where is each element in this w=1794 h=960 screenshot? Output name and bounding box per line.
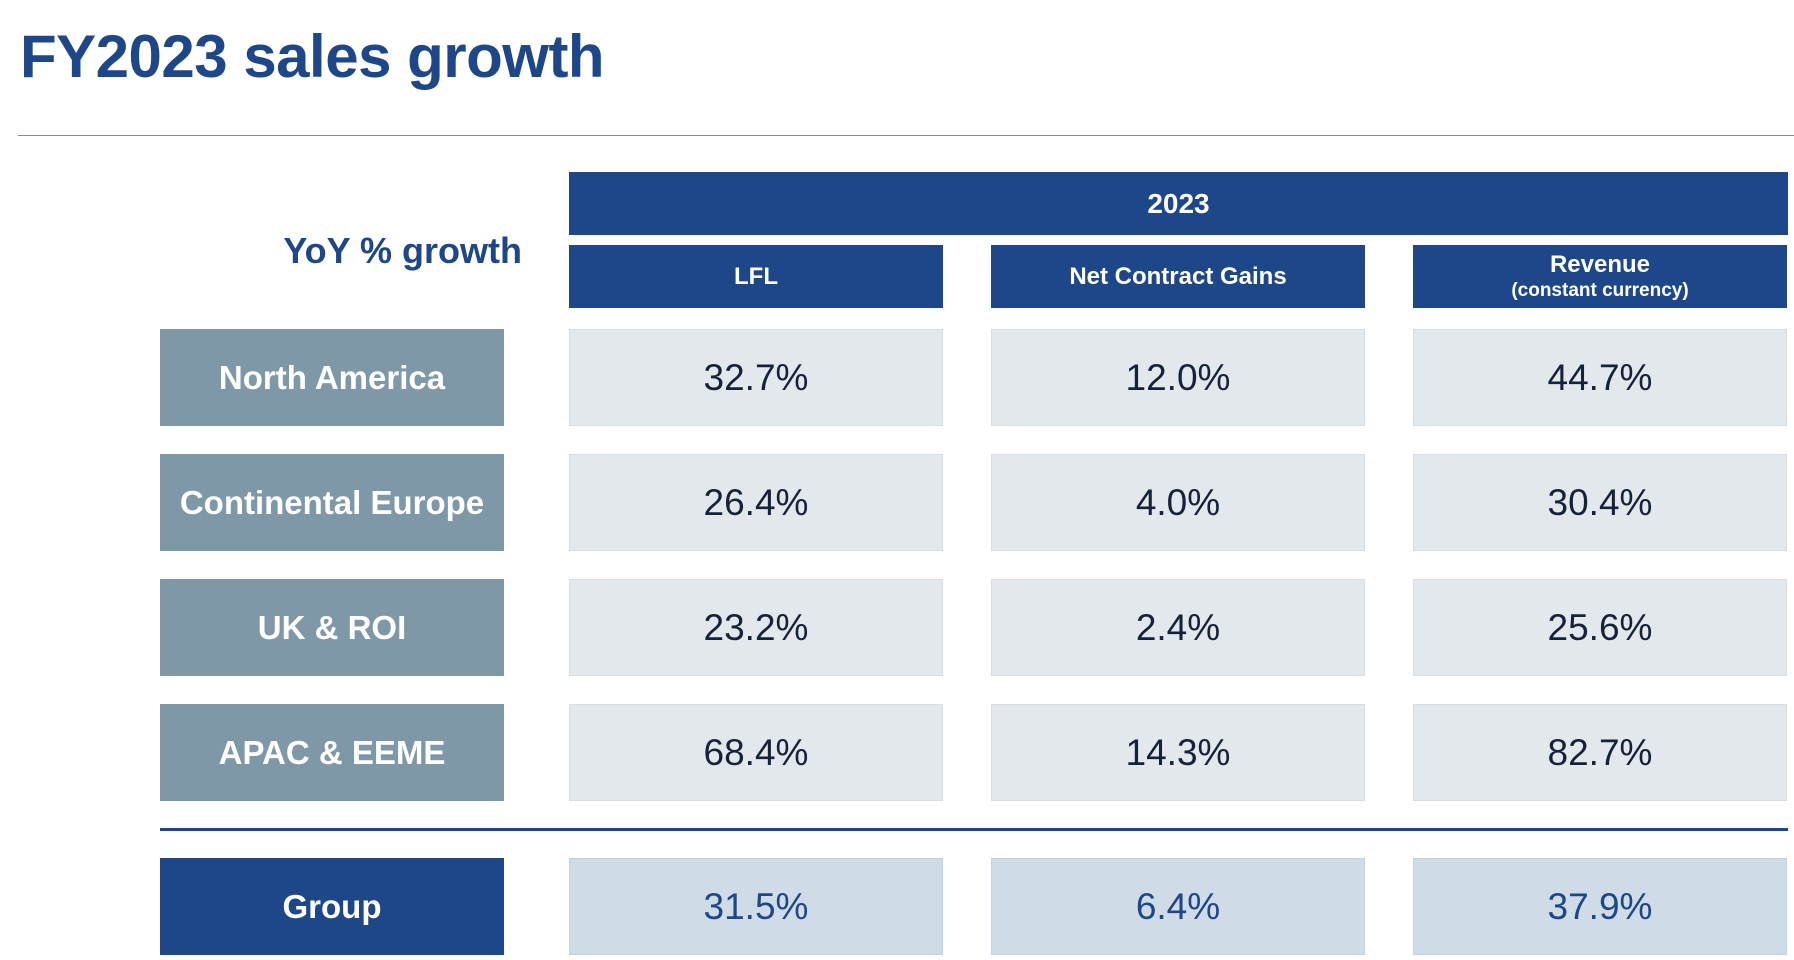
column-header-1: LFL: [569, 245, 943, 308]
column-group-header: 2023: [569, 172, 1788, 235]
table-cell: 30.4%: [1413, 454, 1787, 551]
table-cell: 12.0%: [991, 329, 1365, 426]
title-divider: [18, 135, 1794, 136]
column-header-label: Net Contract Gains: [1069, 262, 1287, 290]
table-cell: 4.0%: [991, 454, 1365, 551]
table-cell: 2.4%: [991, 579, 1365, 676]
total-row-divider: [160, 828, 1788, 831]
page-title: FY2023 sales growth: [20, 23, 605, 90]
total-row-cell: 31.5%: [569, 858, 943, 955]
column-header-label: LFL: [734, 262, 778, 290]
row-label: APAC & EEME: [160, 704, 504, 801]
column-header-sublabel: (constant currency): [1511, 279, 1689, 301]
column-header-2: Net Contract Gains: [991, 245, 1365, 308]
total-row-cell: 37.9%: [1413, 858, 1787, 955]
column-header-label: Revenue: [1549, 250, 1651, 278]
table-cell: 26.4%: [569, 454, 943, 551]
table-cell: 32.7%: [569, 329, 943, 426]
row-label: North America: [160, 329, 504, 426]
table-cell: 23.2%: [569, 579, 943, 676]
table-cell: 25.6%: [1413, 579, 1787, 676]
row-label: UK & ROI: [160, 579, 504, 676]
table-cell: 68.4%: [569, 704, 943, 801]
column-header-3: Revenue (constant currency): [1413, 245, 1787, 308]
total-row-cell: 6.4%: [991, 858, 1365, 955]
total-row-label: Group: [160, 858, 504, 955]
table-cell: 44.7%: [1413, 329, 1787, 426]
row-label: Continental Europe: [160, 454, 504, 551]
table-cell: 14.3%: [991, 704, 1365, 801]
row-header-caption: YoY % growth: [283, 230, 522, 271]
table-cell: 82.7%: [1413, 704, 1787, 801]
